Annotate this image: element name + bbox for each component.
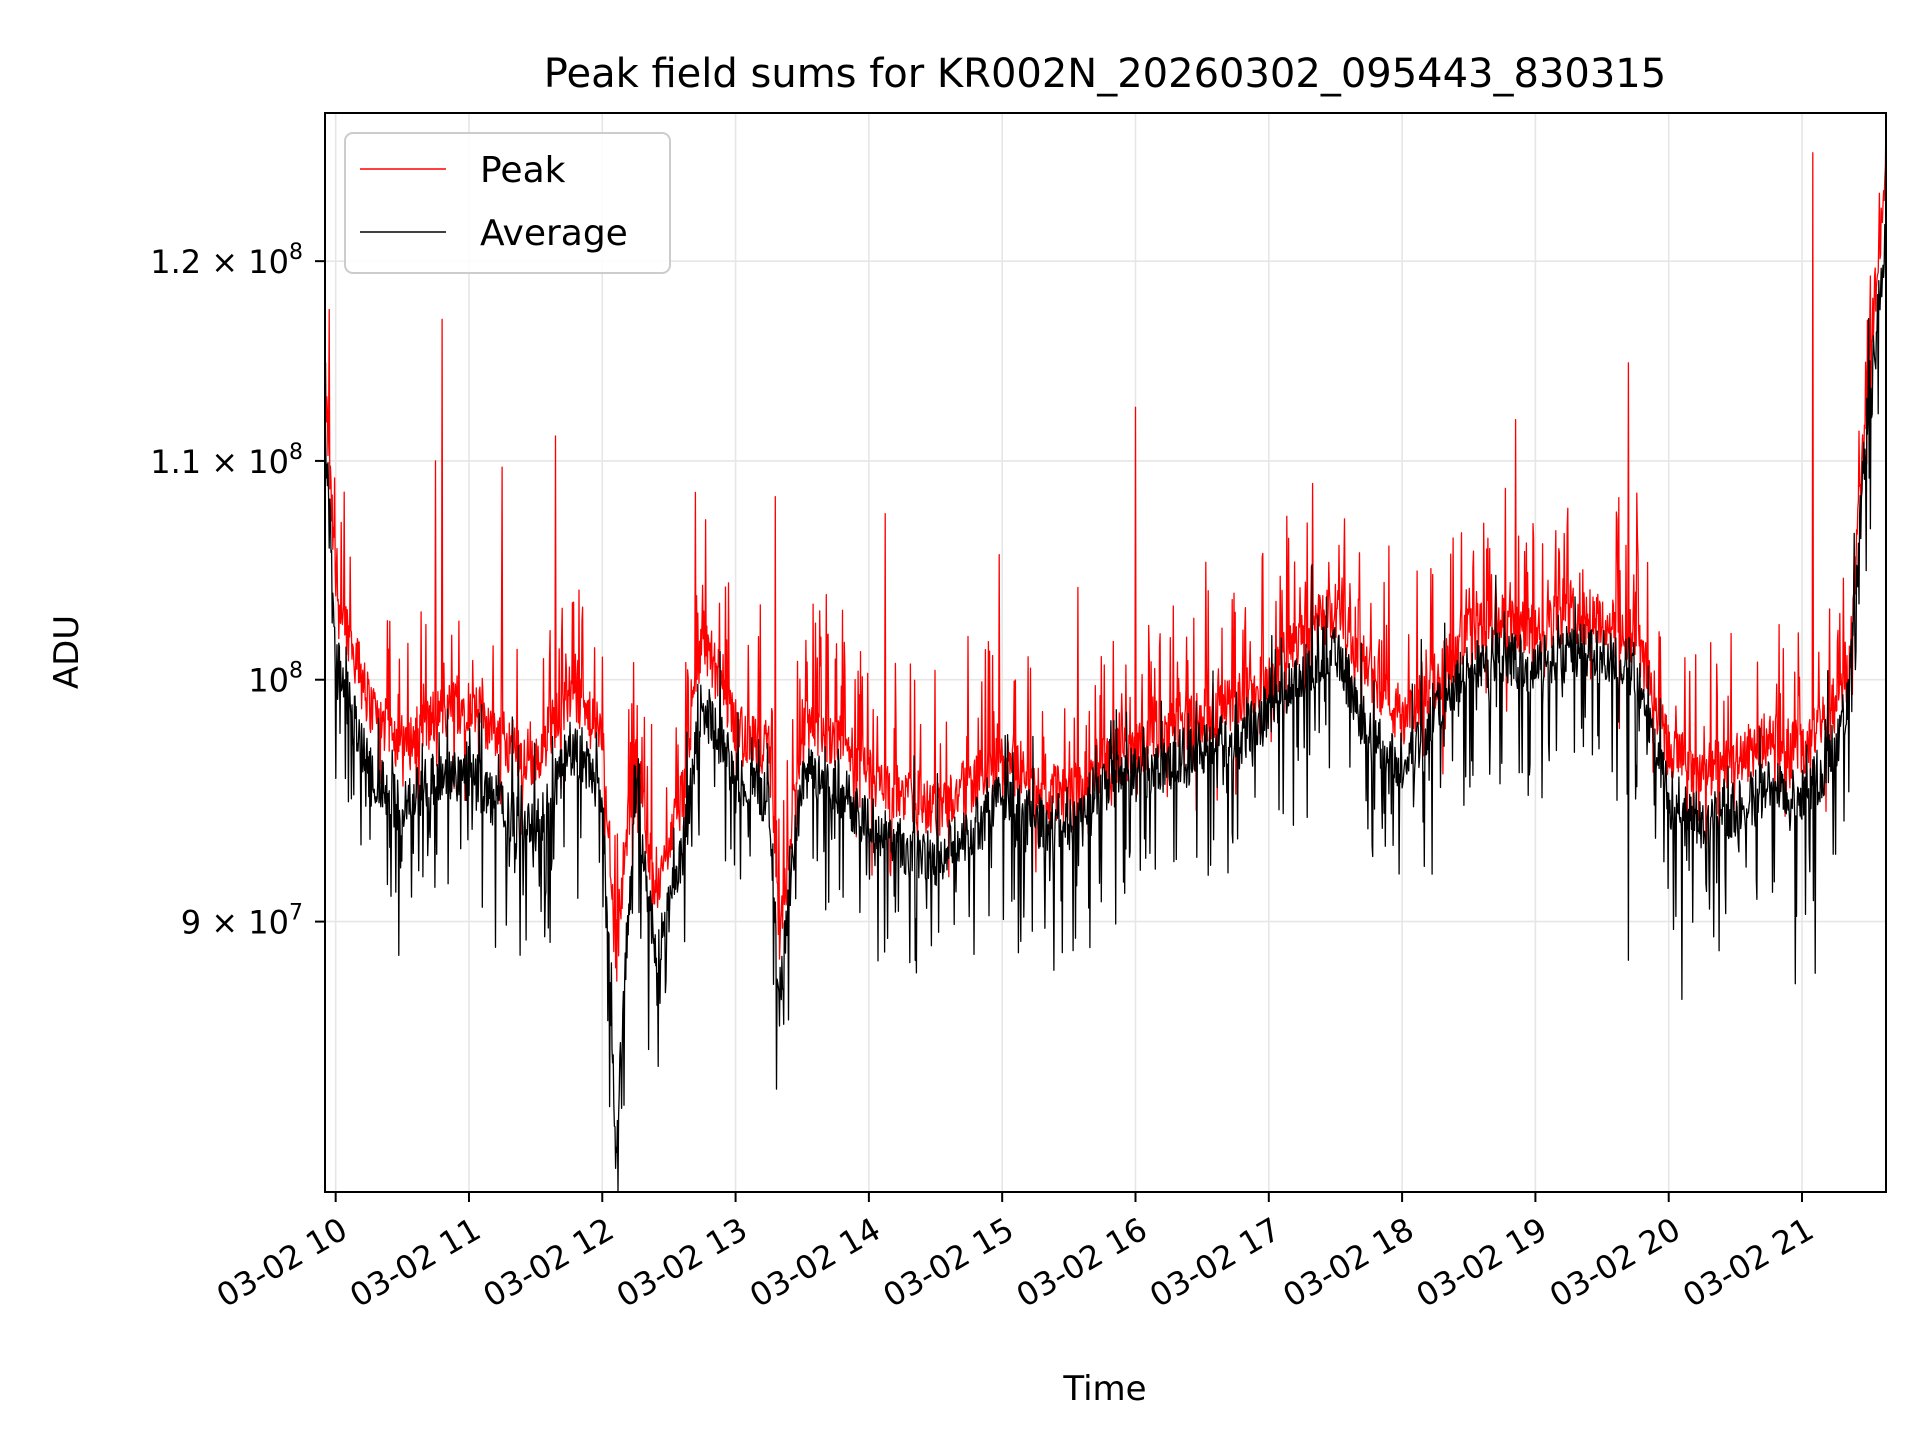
y-axis-label: ADU [47,615,87,689]
y-tick-label: 1.1 × 108 [150,440,303,481]
legend-average-label: Average [480,213,628,254]
legend-peak-label: Peak [480,150,566,191]
series-line-peak [325,113,1886,982]
chart-title: Peak field sums for KR002N_20260302_0954… [544,51,1666,97]
grid [325,113,1886,1192]
legend: Peak Average [344,132,671,274]
legend-frame [344,132,671,274]
series-line-average [325,217,1886,1192]
plot-series [325,113,1886,1192]
axes-frame [324,112,1887,1193]
y-tick-label: 1.2 × 108 [150,240,303,281]
x-axis-label: Time [1062,1369,1146,1409]
y-tick-label: 9 × 107 [181,901,303,942]
